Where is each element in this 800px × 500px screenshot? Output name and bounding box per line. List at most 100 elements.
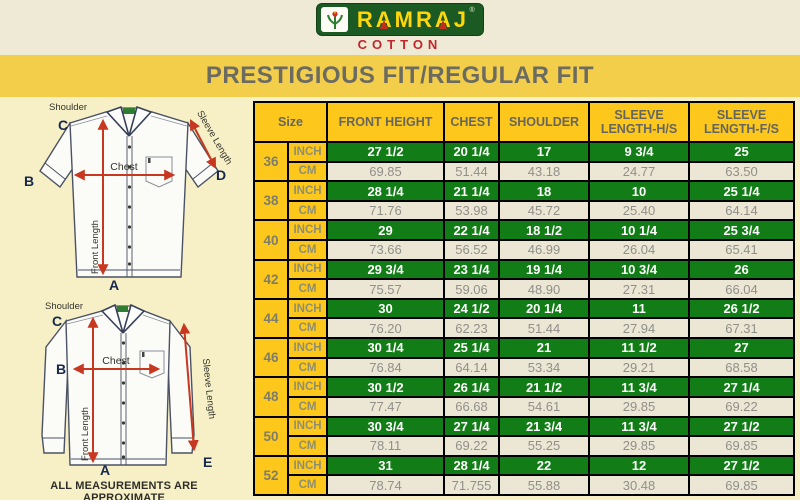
full-sleeve-shirt-diagram: Shoulder Chest Front Length Sleeve Lengt… <box>41 301 217 478</box>
sleeve-length-arrow <box>189 119 217 169</box>
cm-value-cell: 71.76 <box>326 199 446 222</box>
inch-value-cell: 25 1/4 <box>443 337 501 359</box>
size-cell: 52 <box>253 454 289 497</box>
cm-value-cell: 55.25 <box>498 435 591 457</box>
collar-right-flap <box>128 105 153 137</box>
inch-value-cell: 10 1/4 <box>588 219 691 242</box>
brand-letter: R <box>415 6 432 32</box>
cm-value-cell: 24.77 <box>588 160 691 183</box>
cm-value-cell: 53.34 <box>498 356 591 379</box>
inch-value-cell: 21 3/4 <box>498 415 591 438</box>
sleeve-length-label: Sleeve Length <box>200 358 217 420</box>
shirt-body <box>69 111 189 278</box>
shoulder-label: Shoulder <box>45 301 83 312</box>
inch-value-cell: 18 1/2 <box>498 219 591 242</box>
collar-left-flap <box>105 105 130 137</box>
cm-value-cell: 64.14 <box>688 199 796 222</box>
unit-label-cm: CM <box>286 435 329 457</box>
size-row-cm: CM 78.74 71.755 55.88 30.48 69.85 <box>254 474 796 496</box>
cm-value-cell: 27.31 <box>588 278 691 300</box>
point-a: A <box>109 277 119 293</box>
inch-value-cell: 22 1/4 <box>443 219 501 242</box>
size-cell: 50 <box>253 415 289 457</box>
collar-brand-label <box>123 108 135 114</box>
collar-right-flap <box>122 303 146 334</box>
inch-value-cell: 28 1/4 <box>326 180 446 202</box>
chest-label: Chest <box>102 355 130 367</box>
point-a: A <box>100 462 110 478</box>
inch-value-cell: 17 <box>498 141 591 163</box>
plant-icon <box>321 7 349 32</box>
size-cell: 46 <box>253 337 289 379</box>
inch-value-cell: 30 1/2 <box>326 376 446 398</box>
size-cell: 36 <box>253 140 289 183</box>
cm-value-cell: 56.52 <box>443 239 501 261</box>
size-chart: Size FRONT HEIGHT CHEST SHOULDER SLEEVE … <box>252 101 796 497</box>
cm-value-cell: 69.85 <box>688 435 796 457</box>
cm-value-cell: 66.68 <box>443 395 501 418</box>
inch-value-cell: 11 3/4 <box>588 415 691 438</box>
size-row-inch: 40 INCH 29 22 1/4 18 1/2 10 1/4 25 3/4 <box>253 219 796 261</box>
brand-letter: A <box>434 6 451 32</box>
collar-left-flap <box>100 303 124 334</box>
cm-value-cell: 26.04 <box>588 239 691 261</box>
front-length-label: Front Length <box>80 407 91 461</box>
inch-value-cell: 26 <box>688 258 796 281</box>
cm-value-cell: 63.50 <box>688 160 796 183</box>
brand-letter: A <box>375 6 392 32</box>
cm-value-cell: 45.72 <box>498 199 591 222</box>
inch-value-cell: 27 1/2 <box>688 454 796 477</box>
cm-value-cell: 29.21 <box>588 356 691 379</box>
col-header-size: Size <box>252 101 329 143</box>
inch-value-cell: 10 3/4 <box>588 258 691 281</box>
unit-label-inch: INCH <box>286 297 329 320</box>
size-row-cm: CM 77.47 66.68 54.61 29.85 69.22 <box>254 395 796 418</box>
brand-letter: M <box>394 6 413 32</box>
unit-label-cm: CM <box>286 474 329 496</box>
point-d: D <box>216 167 226 183</box>
cm-value-cell: 76.20 <box>326 317 446 340</box>
cm-value-cell: 67.31 <box>688 317 796 340</box>
inch-value-cell: 30 1/4 <box>326 337 446 359</box>
title-banner: PRESTIGIOUS FIT/REGULAR FIT <box>0 55 800 99</box>
col-header-shoulder: SHOULDER <box>498 101 591 143</box>
size-cell: 40 <box>253 219 289 261</box>
cm-value-cell: 43.18 <box>498 160 591 183</box>
inch-value-cell: 27 1/4 <box>443 415 501 438</box>
registered-mark: ® <box>469 7 475 14</box>
header-row: Size FRONT HEIGHT CHEST SHOULDER SLEEVE … <box>252 101 796 143</box>
inch-value-cell: 25 3/4 <box>688 219 796 242</box>
unit-label-cm: CM <box>286 199 329 222</box>
pocket-pen-mark <box>148 158 151 163</box>
cm-value-cell: 69.22 <box>443 435 501 457</box>
cm-value-cell: 48.90 <box>498 278 591 300</box>
cm-value-cell: 66.04 <box>688 278 796 300</box>
unit-label-inch: INCH <box>286 219 329 242</box>
inch-value-cell: 20 1/4 <box>498 297 591 320</box>
size-row-inch: 38 INCH 28 1/4 21 1/4 18 10 25 1/4 <box>253 180 796 222</box>
inch-value-cell: 31 <box>326 454 446 477</box>
cm-value-cell: 77.47 <box>326 395 446 418</box>
size-cell: 38 <box>253 180 289 222</box>
cm-value-cell: 71.755 <box>443 474 501 496</box>
point-e: E <box>203 454 212 470</box>
inch-value-cell: 11 3/4 <box>588 376 691 398</box>
inch-value-cell: 19 1/4 <box>498 258 591 281</box>
cm-value-cell: 30.48 <box>588 474 691 496</box>
size-row-inch: 48 INCH 30 1/2 26 1/4 21 1/2 11 3/4 27 1/4 <box>253 376 796 418</box>
point-b: B <box>56 361 66 377</box>
inch-value-cell: 30 3/4 <box>326 415 446 438</box>
cm-value-cell: 27.94 <box>588 317 691 340</box>
inch-value-cell: 27 <box>688 337 796 359</box>
inch-value-cell: 20 1/4 <box>443 141 501 163</box>
inch-value-cell: 29 <box>326 219 446 242</box>
brand-letter: J <box>453 6 466 32</box>
col-header-sleeve-hs: SLEEVE LENGTH-H/S <box>588 101 691 143</box>
size-row-cm: CM 71.76 53.98 45.72 25.40 64.14 <box>254 199 796 222</box>
cm-value-cell: 51.44 <box>443 160 501 183</box>
col-header-front-height: FRONT HEIGHT <box>326 101 446 143</box>
size-row-inch: 46 INCH 30 1/4 25 1/4 21 11 1/2 27 <box>253 337 796 379</box>
size-row-inch: 42 INCH 29 3/4 23 1/4 19 1/4 10 3/4 26 <box>253 258 796 300</box>
inch-value-cell: 26 1/4 <box>443 376 501 398</box>
unit-label-inch: INCH <box>286 337 329 359</box>
